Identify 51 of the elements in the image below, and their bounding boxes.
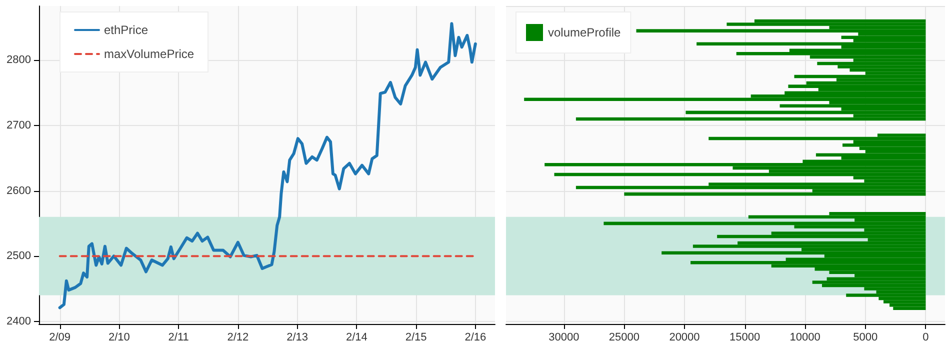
bar xyxy=(624,192,926,196)
bar xyxy=(696,42,926,46)
x-tick-label: 15000 xyxy=(730,332,760,344)
bar xyxy=(788,84,926,88)
x-tick-label: 0 xyxy=(922,332,929,344)
bar xyxy=(841,36,926,39)
bar xyxy=(524,98,926,102)
bar xyxy=(544,163,926,166)
bar xyxy=(604,222,926,226)
bar xyxy=(816,153,926,157)
bar xyxy=(576,186,926,190)
x-tick-label: 25000 xyxy=(608,332,640,344)
bar xyxy=(817,62,926,66)
x-tick-label: 5000 xyxy=(853,332,878,344)
bar xyxy=(708,136,926,140)
bar xyxy=(780,104,926,108)
bar xyxy=(726,22,926,26)
y-tick-label: 2700 xyxy=(6,119,31,132)
bar xyxy=(554,172,926,176)
x-tick-label: 2/11 xyxy=(168,332,189,344)
bar xyxy=(636,29,926,32)
y-tick-label: 2500 xyxy=(6,250,31,262)
x-tick-label: 20000 xyxy=(669,332,700,344)
bar xyxy=(692,244,926,248)
y-tick-label: 2400 xyxy=(6,315,31,328)
bar xyxy=(736,52,926,56)
bar xyxy=(717,234,926,238)
x-tick-label: 30000 xyxy=(548,332,580,344)
bar xyxy=(576,117,926,121)
x-tick-label: 2/09 xyxy=(49,332,71,344)
x-tick-label: 2/12 xyxy=(227,332,249,344)
x-tick-label: 2/16 xyxy=(464,332,486,344)
y-tick-label: 2800 xyxy=(6,54,31,66)
bar xyxy=(812,280,926,284)
legend-label: ethPrice xyxy=(104,23,148,37)
bar xyxy=(893,306,926,310)
x-tick-label: 10000 xyxy=(790,332,820,344)
bar xyxy=(842,143,926,147)
bar xyxy=(662,251,926,254)
bar xyxy=(686,110,926,114)
x-tick-label: 2/14 xyxy=(346,332,368,344)
legend-label: maxVolumePrice xyxy=(104,47,194,61)
bar xyxy=(846,294,926,297)
x-tick-label: 2/10 xyxy=(108,332,130,344)
bar xyxy=(794,74,926,78)
legend-label: volumeProfile xyxy=(548,26,622,40)
bar xyxy=(690,260,926,264)
bar xyxy=(748,215,926,219)
y-tick-label: 2600 xyxy=(6,184,31,197)
x-tick-label: 2/15 xyxy=(405,332,427,344)
x-tick-label: 2/13 xyxy=(286,332,308,344)
